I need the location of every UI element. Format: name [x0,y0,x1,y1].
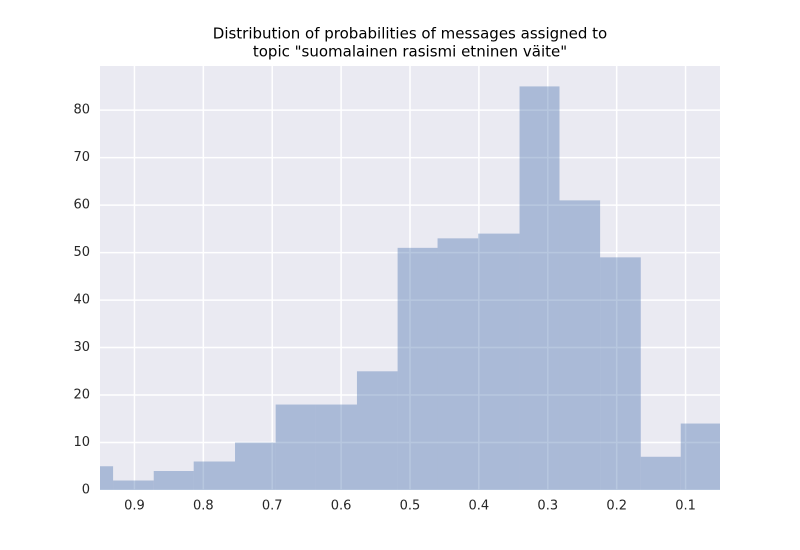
bar [559,200,601,490]
x-tick-label: 0.3 [537,499,558,514]
y-tick-label: 0 [82,483,90,498]
y-tick-label: 10 [73,435,90,450]
bar [600,257,641,490]
y-tick-label: 70 [73,150,90,165]
bar [275,404,316,490]
x-tick-label: 0.7 [262,499,283,514]
bar [478,233,520,490]
labels: 0 10 20 30 40 50 60 70 80 0.9 0.8 0.7 0.6 0.5 0.4 0.3 0.… [73,103,695,514]
x-tick-label: 0.9 [124,499,145,514]
y-tick-label: 20 [73,388,90,403]
chart-title: Distribution of probabilities of message… [213,25,607,43]
x-tick-label: 0.4 [469,499,490,514]
y-tick-label: 30 [73,340,90,355]
bar [397,247,438,490]
grid [100,66,720,491]
bar [193,461,236,490]
x-tick-label: 0.8 [193,499,214,514]
y-tick-label: 40 [73,293,90,308]
x-tick-label: 0.6 [331,499,352,514]
y-tick-label: 50 [73,245,90,260]
y-tick-label: 80 [73,103,90,118]
x-tick-label: 0.2 [606,499,627,514]
bar [100,466,114,490]
bar [680,423,720,490]
bar [640,456,681,490]
bar [437,238,479,490]
bar [235,442,276,490]
y-tick-label: 60 [73,198,90,213]
bar [519,86,560,490]
x-tick-label: 0.5 [400,499,421,514]
chart-title: topic "suomalainen rasismi etninen väite… [253,43,567,61]
bar [113,480,154,490]
bars [100,86,720,490]
bar [153,471,194,490]
x-tick-label: 0.1 [675,499,696,514]
bar [315,404,357,490]
bar [356,371,398,490]
